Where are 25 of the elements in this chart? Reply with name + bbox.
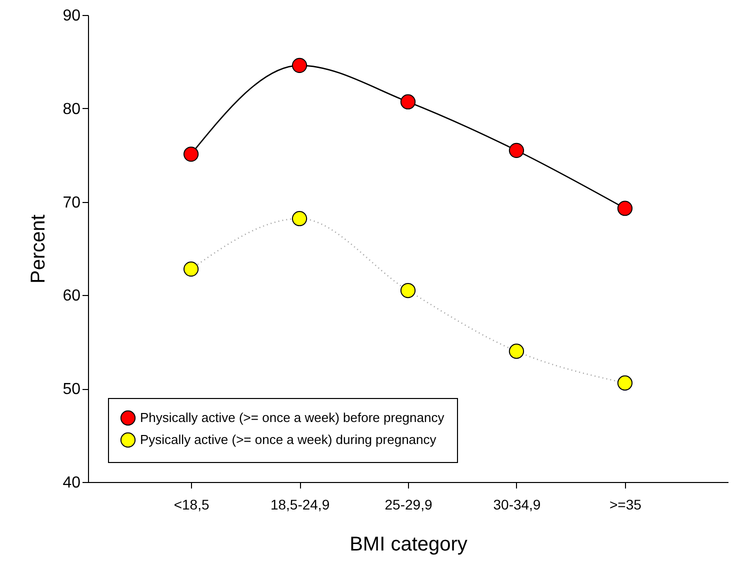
point: [292, 58, 308, 73]
point: [508, 344, 524, 359]
legend-label: Pysically active (>= once a week) during pregnancy: [140, 432, 437, 447]
y-tick-label: 40: [62, 474, 81, 492]
point: [617, 375, 633, 391]
x-tick-label: 18,5-24,9: [270, 496, 330, 512]
legend-label: Physically active (>= once a week) before pregnancy: [140, 410, 445, 425]
y-axis-title: Percent: [28, 214, 50, 284]
point: [400, 282, 416, 298]
x-tick-label: <18,5: [174, 496, 210, 512]
y-tick-label: 60: [62, 288, 81, 305]
point: [292, 211, 308, 226]
x-tick-label: >=35: [609, 496, 642, 512]
x-tick-label: 25-29,9: [384, 496, 432, 512]
y-tick-label: 70: [62, 194, 81, 212]
x-tick-label: 30-34,9: [493, 496, 541, 512]
point: [183, 261, 199, 277]
point: [183, 146, 199, 162]
y-tick-label: 80: [62, 100, 81, 118]
point: [508, 142, 524, 158]
point: [617, 200, 633, 216]
x-axis-title: BMI category: [350, 534, 468, 556]
y-tick-label: 90: [62, 8, 81, 24]
point: [400, 94, 416, 110]
y-tick-label: 50: [62, 381, 81, 398]
